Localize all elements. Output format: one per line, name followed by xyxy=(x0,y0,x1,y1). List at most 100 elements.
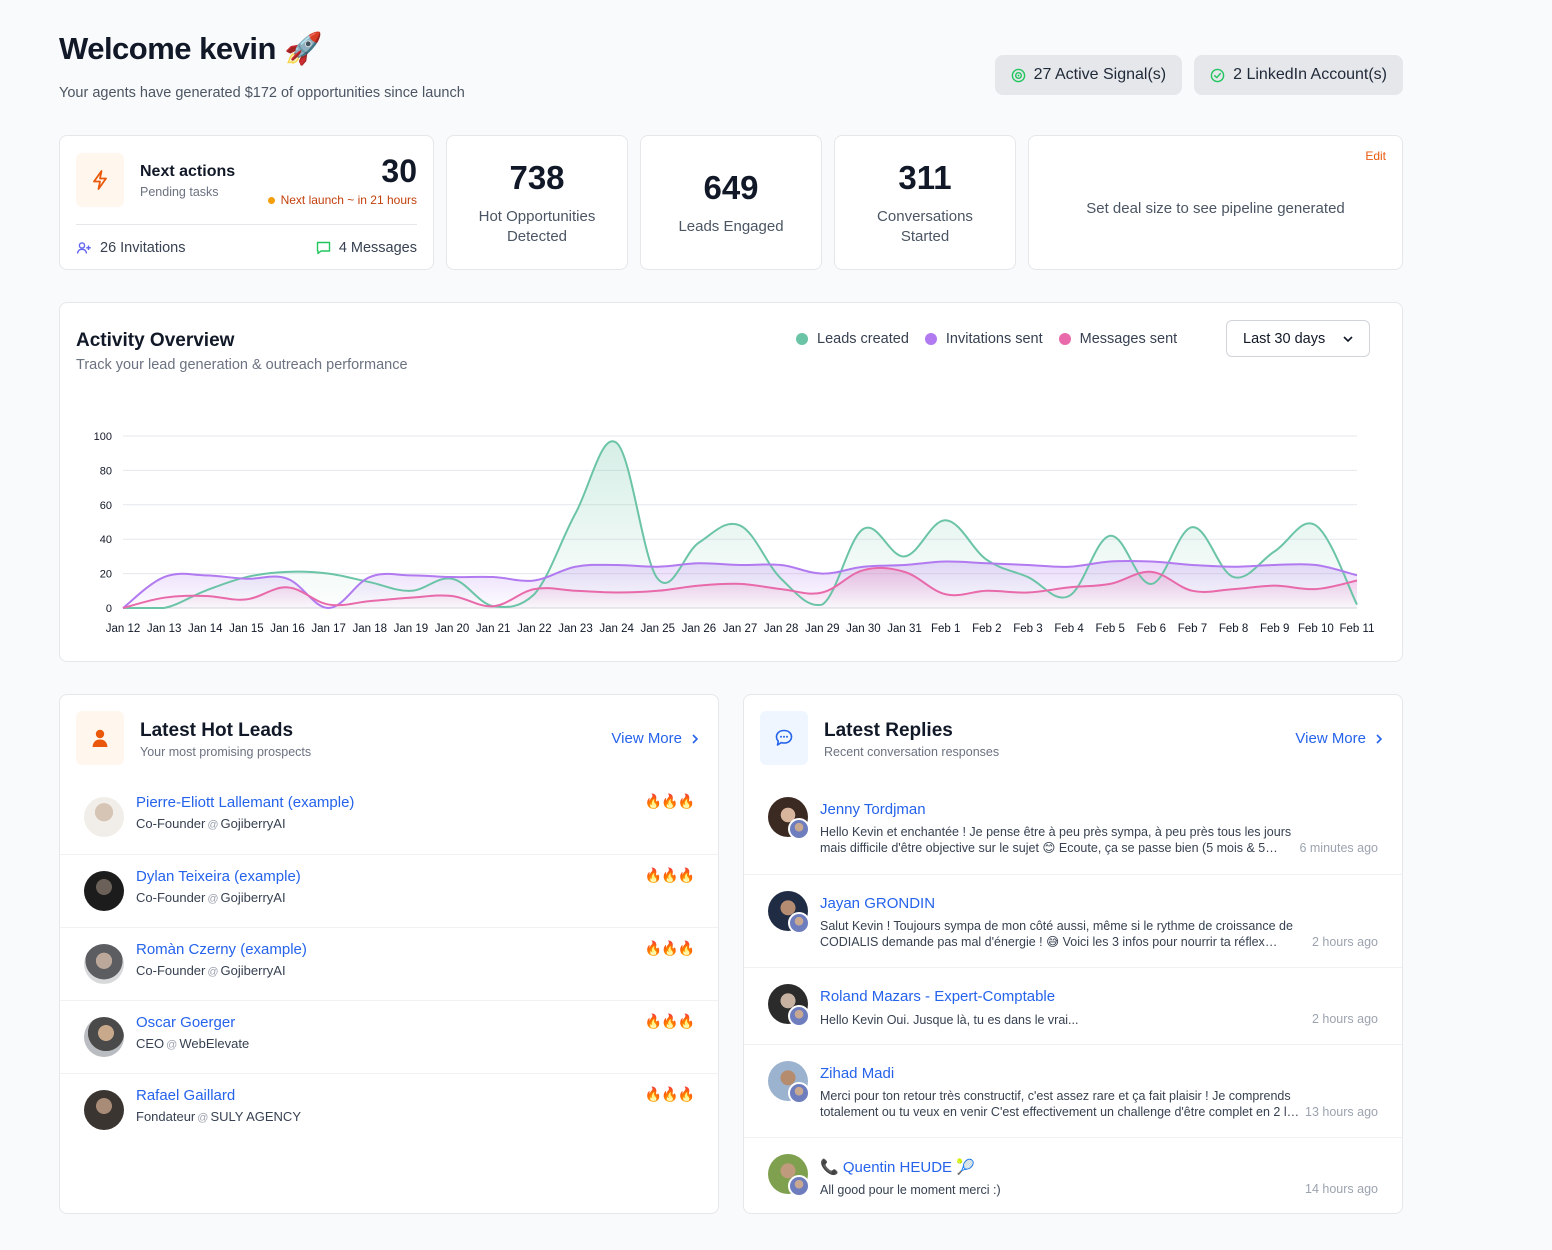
legend-dot xyxy=(924,333,937,345)
lead-role: Co-Founder @ GojiberryAI xyxy=(136,816,286,831)
view-more-label: View More xyxy=(1295,730,1366,747)
y-tick-label: 100 xyxy=(94,431,112,443)
at-symbol: @ xyxy=(207,819,219,831)
x-tick-label: Jan 24 xyxy=(599,623,634,635)
lead-name[interactable]: Dylan Teixeira (example) xyxy=(136,868,301,885)
lead-row[interactable]: Rafael Gaillard Fondateur @ SULY AGENCY 🔥🔥… xyxy=(60,1073,718,1146)
reply-message: Hello Kevin et enchantée ! Je pense être… xyxy=(820,824,1300,856)
lead-name[interactable]: Oscar Goerger xyxy=(136,1014,236,1031)
hot-leads-view-more-button[interactable]: View More xyxy=(611,730,698,747)
lead-row[interactable]: Romàn Czerny (example) Co-Founder @ Gojibe… xyxy=(60,927,718,1000)
y-tick-label: 40 xyxy=(100,534,112,546)
edit-deal-size-button[interactable]: Edit xyxy=(1365,149,1386,163)
stat-card-conversations: 311 Conversations Started xyxy=(834,135,1016,270)
chevron-right-icon xyxy=(692,733,698,744)
chevron-down-icon xyxy=(1343,335,1353,342)
reply-row[interactable]: Zihad Madi Merci pour ton retour très co… xyxy=(744,1044,1402,1137)
reply-sender[interactable]: Zihad Madi xyxy=(820,1065,895,1082)
lightning-icon xyxy=(93,170,107,190)
hot-leads-icon-box xyxy=(76,711,124,765)
date-range-select[interactable]: Last 30 days xyxy=(1226,320,1370,357)
stat-label: Conversations Started xyxy=(877,207,973,245)
x-tick-label: Jan 22 xyxy=(517,623,552,635)
lead-row[interactable]: Dylan Teixeira (example) Co-Founder @ Goji… xyxy=(60,854,718,927)
lead-row[interactable]: Oscar Goerger CEO @ WebElevate 🔥🔥🔥 xyxy=(60,1000,718,1073)
activity-overview-card: 0 20 40 60 80 100 Jan 12 Jan 13 Jan 14 Jan 15 Jan … xyxy=(59,302,1403,662)
reply-row[interactable]: Jenny Tordjman Hello Kevin et enchantée … xyxy=(744,781,1402,874)
avatar xyxy=(84,1017,124,1057)
reply-line: Hello Kevin et enchantée ! Je pense être… xyxy=(820,825,1292,839)
active-signals-badge[interactable]: 27 Active Signal(s) xyxy=(994,55,1183,95)
reply-sender[interactable]: 📞 Quentin HEUDE 🎾 xyxy=(820,1159,975,1176)
x-tick-label: Jan 15 xyxy=(229,623,264,635)
reply-sender[interactable]: Jenny Tordjman xyxy=(820,801,926,818)
lead-row[interactable]: Pierre-Eliott Lallemant (example) Co-Fou… xyxy=(60,781,718,854)
sender-avatar xyxy=(788,1082,810,1104)
reply-time: 14 hours ago xyxy=(1305,1182,1378,1196)
y-tick-label: 80 xyxy=(100,465,112,477)
replies-card: Latest Replies Recent conversation respo… xyxy=(743,694,1403,1214)
reply-time: 2 hours ago xyxy=(1311,935,1378,949)
next-actions-icon-box xyxy=(76,153,124,207)
reply-sender[interactable]: Roland Mazars - Expert-Comptable xyxy=(820,988,1056,1005)
x-tick-label: Jan 30 xyxy=(846,623,881,635)
lead-name[interactable]: Pierre-Eliott Lallemant (example) xyxy=(136,794,355,811)
x-tick-label: Jan 12 xyxy=(106,623,141,635)
x-tick-label: Jan 25 xyxy=(640,623,675,635)
x-tick-label: Jan 21 xyxy=(476,623,511,635)
lead-role: CEO @ WebElevate xyxy=(136,1036,249,1051)
hot-leads-title: Latest Hot Leads xyxy=(140,720,294,741)
legend-messages-sent[interactable]: Messages sent xyxy=(1058,331,1177,347)
reply-row[interactable]: 📞 Quentin HEUDE 🎾 All good pour le momen… xyxy=(744,1137,1402,1213)
avatar xyxy=(84,797,124,837)
x-tick-label: Feb 1 xyxy=(931,623,960,635)
pipeline-card: Edit Set deal size to see pipeline gener… xyxy=(1028,135,1403,270)
sender-avatar xyxy=(788,1175,810,1197)
lead-name[interactable]: Romàn Czerny (example) xyxy=(136,941,307,958)
replies-subtitle: Recent conversation responses xyxy=(824,745,1000,759)
add-user-icon xyxy=(76,242,91,254)
series-line xyxy=(123,440,1358,609)
page-subtitle: Your agents have generated $172 of oppor… xyxy=(59,85,465,101)
at-symbol: @ xyxy=(197,1112,209,1124)
page-header: Welcome kevin 🚀 Your agents have generat… xyxy=(59,30,1403,110)
x-tick-label: Feb 8 xyxy=(1219,623,1248,635)
stat-label: Hot Opportunities Detected xyxy=(478,207,596,245)
linkedin-accounts-badge[interactable]: 2 LinkedIn Account(s) xyxy=(1194,55,1403,95)
reply-row[interactable]: Jayan GRONDIN Salut Kevin ! Toujours sym… xyxy=(744,874,1402,967)
lead-role: Fondateur @ SULY AGENCY xyxy=(136,1109,301,1124)
x-tick-label: Jan 31 xyxy=(887,623,922,635)
next-launch-status: Next launch ~ in 21 hours xyxy=(267,193,417,207)
replies-view-more-button[interactable]: View More xyxy=(1295,730,1382,747)
x-tick-label: Jan 13 xyxy=(147,623,182,635)
check-circle-icon xyxy=(1210,68,1225,82)
reply-row[interactable]: Roland Mazars - Expert-Comptable Hello K… xyxy=(744,967,1402,1044)
reply-line: Salut Kevin ! Toujours sympa de mon côté… xyxy=(820,919,1293,933)
x-tick-label: Feb 9 xyxy=(1260,623,1289,635)
invitations-link[interactable]: 26 Invitations xyxy=(76,240,185,256)
y-tick-label: 20 xyxy=(100,569,112,581)
lead-role: Co-Founder @ GojiberryAI xyxy=(136,890,286,905)
reply-time: 13 hours ago xyxy=(1305,1105,1378,1119)
stat-card-hot-opportunities: 738 Hot Opportunities Detected xyxy=(446,135,628,270)
activity-title: Activity Overview xyxy=(76,330,235,351)
messages-link[interactable]: 4 Messages xyxy=(316,240,417,256)
legend-leads-created[interactable]: Leads created xyxy=(796,331,909,347)
lead-name[interactable]: Rafael Gaillard xyxy=(136,1087,236,1104)
reply-line: CODIALIS demande pas mal d'énergie ! 😅 V… xyxy=(820,935,1278,949)
x-tick-label: Jan 14 xyxy=(188,623,223,635)
avatar xyxy=(84,871,124,911)
header-badges: 27 Active Signal(s) 2 LinkedIn Account(s… xyxy=(994,55,1403,95)
stat-label: Leads Engaged xyxy=(678,217,784,235)
stat-value: 738 xyxy=(509,158,565,196)
heat-rating: 🔥🔥🔥 xyxy=(644,793,695,809)
x-tick-label: Feb 5 xyxy=(1095,623,1124,635)
legend-invitations-sent[interactable]: Invitations sent xyxy=(924,331,1043,347)
stat-value: 649 xyxy=(703,168,759,206)
reply-sender[interactable]: Jayan GRONDIN xyxy=(820,895,936,912)
legend-dot xyxy=(796,333,808,345)
reply-line: totalement ou tu veux en venir C'est eff… xyxy=(820,1105,1300,1119)
reply-message: All good pour le moment merci :) xyxy=(820,1182,1300,1198)
heat-rating: 🔥🔥🔥 xyxy=(644,1013,695,1029)
heat-rating: 🔥🔥🔥 xyxy=(644,940,695,956)
